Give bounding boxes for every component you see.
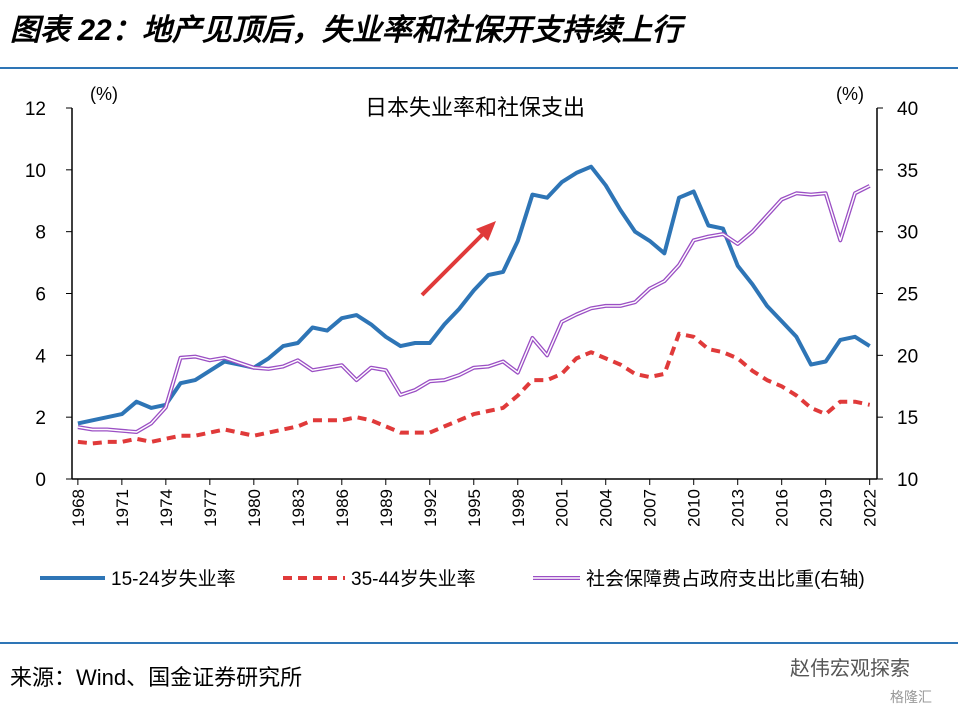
x-tick-label: 2007 [641, 489, 660, 527]
y-tick-label: 12 [25, 99, 46, 120]
x-tick-label: 1971 [113, 489, 132, 527]
trend-arrow-head [476, 221, 496, 241]
legend-label: 社会保障费占政府支出比重(右轴) [586, 568, 865, 590]
logo: 格隆汇 [890, 689, 932, 705]
x-tick-label: 1983 [289, 489, 308, 527]
x-tick-label: 1977 [201, 489, 220, 527]
source: 来源：Wind、国金证券研究所 [10, 665, 302, 690]
x-tick-label: 2001 [553, 489, 572, 527]
x-tick-label: 2019 [817, 489, 836, 527]
page-title: 图表 22：地产见顶后，失业率和社保开支持续上行 [10, 14, 687, 47]
x-tick-label: 1995 [465, 489, 484, 527]
y-tick-label: 8 [35, 223, 46, 244]
y2-unit: (%) [836, 84, 864, 104]
x-tick-label: 1968 [69, 489, 88, 527]
x-tick-label: 1974 [157, 489, 176, 527]
y2-tick-label: 20 [897, 346, 918, 367]
series-line [77, 331, 871, 446]
y-tick-label: 10 [25, 161, 46, 182]
x-tick-label: 2010 [685, 489, 704, 527]
y2-tick-label: 10 [897, 470, 918, 491]
x-tick-label: 2022 [861, 489, 880, 527]
x-tick-label: 1986 [333, 489, 352, 527]
x-tick-label: 1998 [509, 489, 528, 527]
x-tick-label: 1980 [245, 489, 264, 527]
legend-label: 35-44岁失业率 [351, 568, 476, 590]
y-tick-label: 6 [35, 285, 46, 306]
trend-arrow [420, 227, 490, 297]
watermark: 赵伟宏观探索 [790, 657, 910, 680]
y2-tick-label: 25 [897, 285, 918, 306]
y-tick-label: 0 [35, 470, 46, 491]
y2-tick-label: 35 [897, 161, 918, 182]
x-tick-label: 1992 [421, 489, 440, 527]
y-tick-label: 2 [35, 408, 46, 429]
x-tick-label: 2004 [597, 489, 616, 527]
series-line-core [77, 185, 871, 433]
x-tick-label: 2016 [773, 489, 792, 527]
legend-label: 15-24岁失业率 [111, 568, 236, 590]
x-tick-label: 1989 [377, 489, 396, 527]
x-tick-label: 2013 [729, 489, 748, 527]
y2-tick-label: 30 [897, 223, 918, 244]
chart-title: 日本失业率和社保支出 [365, 95, 585, 120]
y2-tick-label: 15 [897, 408, 918, 429]
y-unit: (%) [90, 84, 118, 104]
series-line [77, 164, 871, 426]
y-tick-label: 4 [35, 346, 46, 367]
series-line [77, 184, 871, 434]
y2-tick-label: 40 [897, 99, 918, 120]
